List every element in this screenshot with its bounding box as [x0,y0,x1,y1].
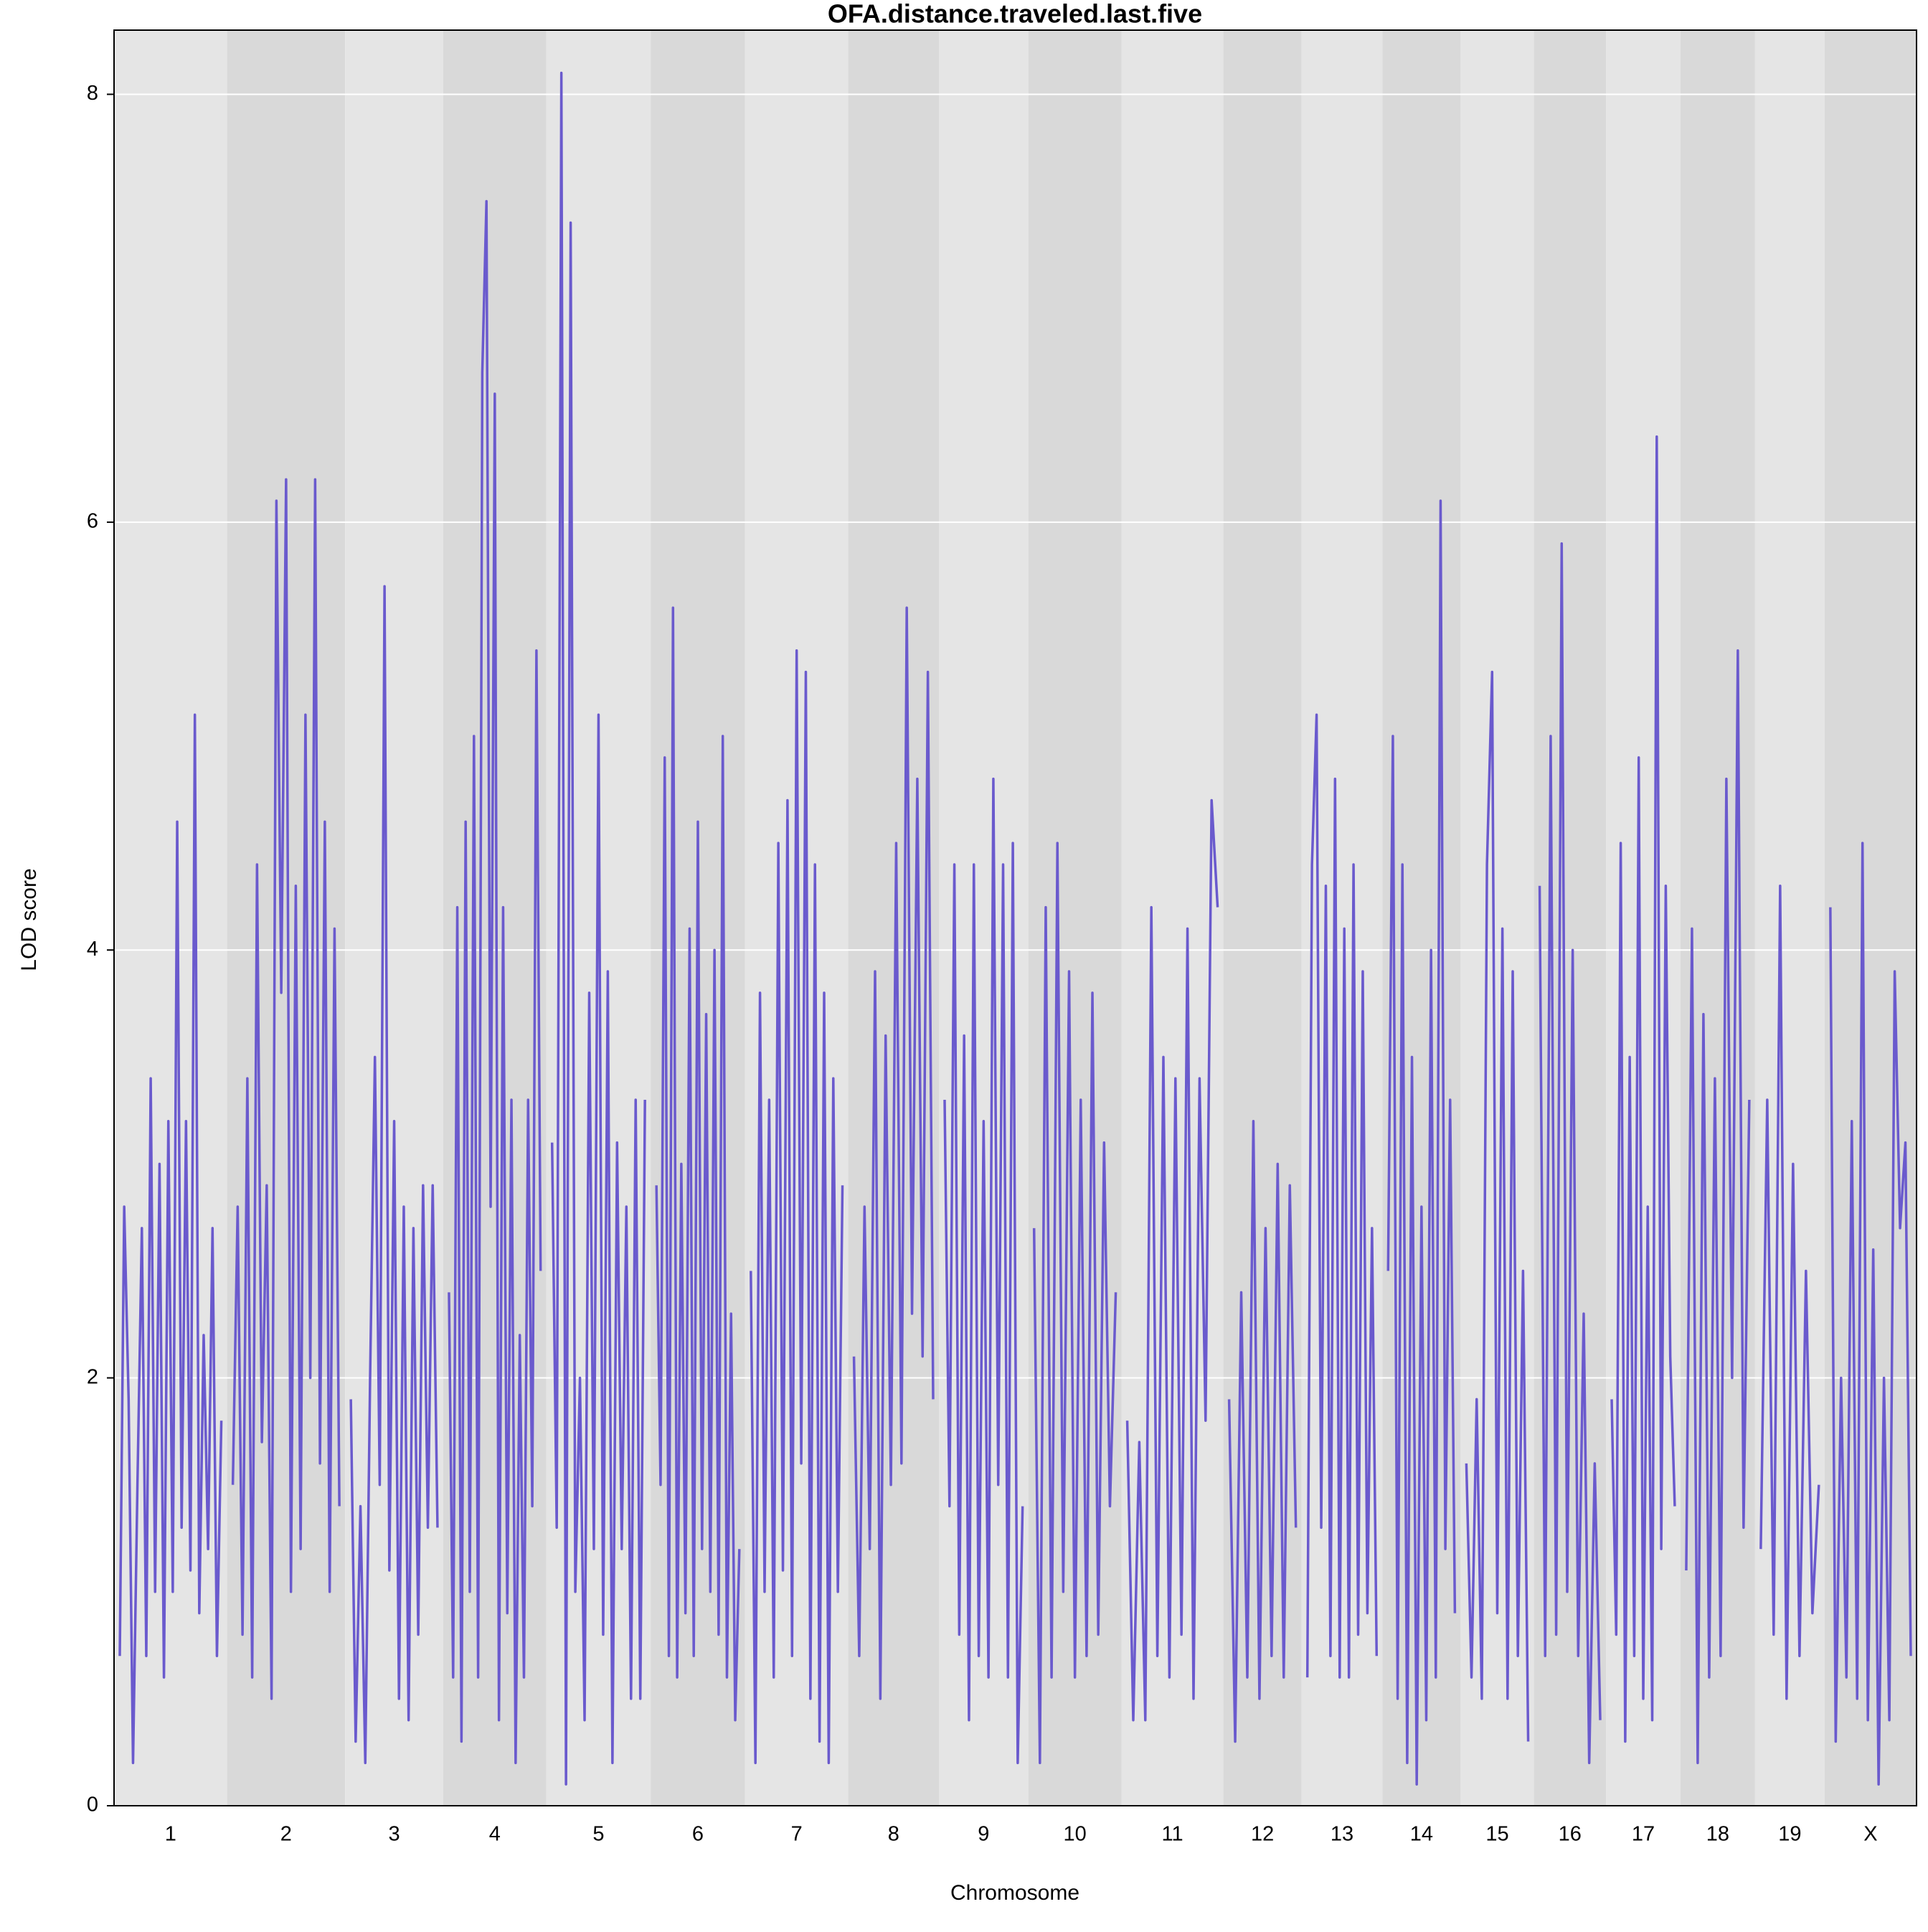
chromosome-band [848,30,939,1806]
y-tick-label: 2 [87,1365,98,1388]
x-tick-label: 7 [791,1823,803,1846]
chart-title: OFA.distance.traveled.last.five [828,0,1202,29]
x-tick-label: 15 [1485,1823,1508,1846]
x-axis-title: Chromosome [950,1881,1079,1905]
x-tick-label: 12 [1251,1823,1274,1846]
lod-line [1759,885,1820,1700]
y-tick-label: 0 [87,1794,98,1816]
x-tick-label: 8 [888,1823,899,1846]
x-tick-label: 14 [1410,1823,1433,1846]
x-tick-label: 18 [1706,1823,1729,1846]
y-tick-label: 8 [87,82,98,105]
lod-line [1386,499,1457,1786]
chromosome-band [1382,30,1461,1806]
x-tick-label: X [1863,1823,1877,1846]
x-tick-label: 3 [388,1823,400,1846]
x-tick-label: 11 [1162,1823,1183,1846]
chromosome-band [1754,30,1825,1806]
lod-line [1829,842,1912,1786]
lod-line [1227,1120,1298,1743]
lod-line [1032,842,1117,1765]
lines [118,71,1912,1786]
lod-line [118,713,223,1765]
x-tick-label: 10 [1063,1823,1086,1846]
lod-line [750,649,844,1765]
plot-frame [113,29,1917,1806]
x-tick-label: 2 [280,1823,292,1846]
lod-line [448,199,542,1765]
x-tick-label: 1 [165,1823,176,1846]
chromosome-band [1680,30,1755,1806]
x-tick-label: 17 [1632,1823,1655,1846]
x-tick-label: 16 [1559,1823,1582,1846]
x-tick-label: 19 [1778,1823,1801,1846]
chromosome-band [443,30,547,1806]
x-tick-label: 4 [489,1823,501,1846]
lod-line [852,606,935,1700]
x-tick-label: 5 [592,1823,604,1846]
y-axis-title: LOD score [17,868,41,971]
lod-line [1125,798,1219,1722]
y-tick-label: 6 [87,509,98,532]
x-tick-label: 6 [692,1823,704,1846]
chromosome-band [1301,30,1383,1806]
lod-line [349,585,439,1765]
lod-line [1685,649,1751,1765]
lod-line [655,606,741,1722]
chromosome-band [938,30,1029,1806]
lod-line [1610,435,1676,1743]
x-tick-label: 13 [1331,1823,1353,1846]
lod-line [550,71,646,1786]
chromosome-band [1028,30,1122,1806]
chromosome-band [227,30,346,1806]
y-tick-label: 4 [87,938,98,961]
lod-line [1465,670,1530,1742]
lod-line [231,478,341,1700]
lod-line [1538,542,1602,1765]
lod-line [943,777,1024,1765]
lod-line [1305,713,1379,1679]
x-tick-label: 9 [978,1823,989,1846]
